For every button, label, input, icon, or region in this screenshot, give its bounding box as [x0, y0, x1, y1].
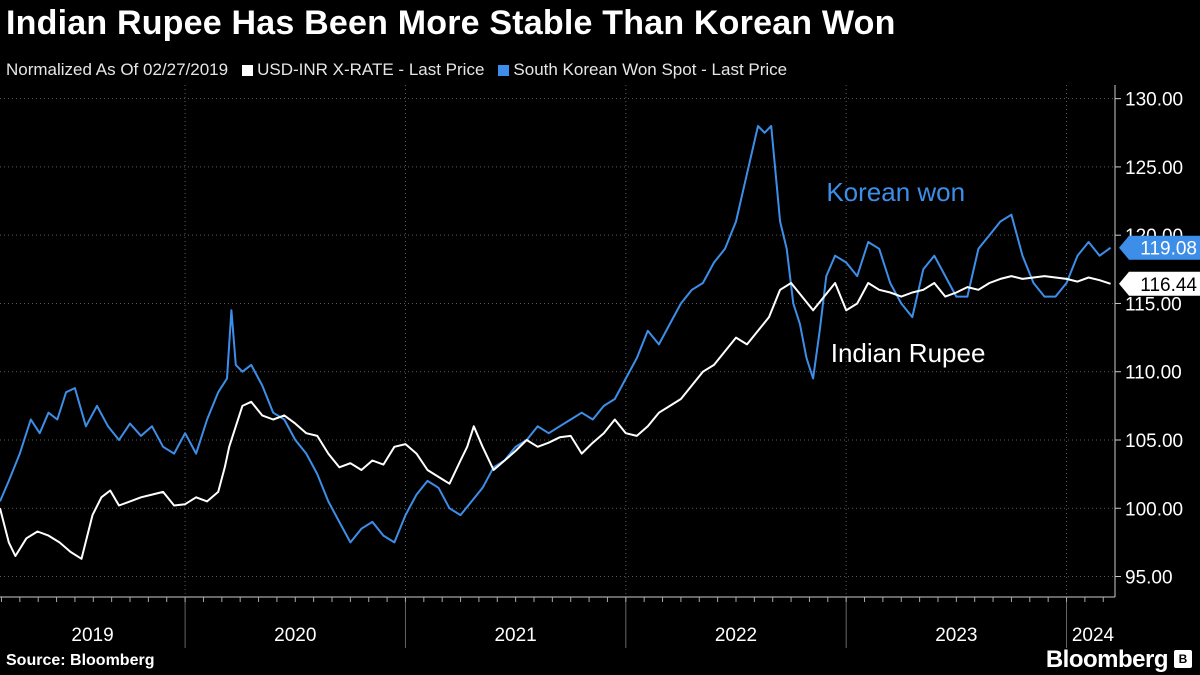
- last-value-tag-inr-label: 116.44: [1140, 275, 1197, 296]
- y-tick-label: 125.00: [1125, 158, 1183, 179]
- legend-label-inr: USD-INR X-RATE - Last Price: [257, 60, 485, 79]
- source-note: Source: Bloomberg: [6, 652, 155, 669]
- bloomberg-logo: Bloomberg: [1045, 646, 1169, 673]
- chart-title: Indian Rupee Has Been More Stable Than K…: [6, 4, 896, 42]
- x-tick-label-2020: 2020: [274, 625, 316, 646]
- legend: Normalized As Of 02/27/2019 USD-INR X-RA…: [6, 60, 801, 80]
- y-tick-label: 130.00: [1125, 90, 1183, 111]
- legend-swatch-krw: [498, 64, 510, 76]
- x-tick-label-2024: 2024: [1072, 625, 1115, 646]
- series-line-krw: [0, 125, 1112, 544]
- annotation-korean-won: Korean won: [826, 177, 965, 207]
- legend-normalized: Normalized As Of 02/27/2019: [6, 60, 229, 79]
- y-tick-label: 105.00: [1125, 431, 1183, 452]
- y-tick-label: 110.00: [1125, 363, 1182, 384]
- x-tick-label-2019: 2019: [71, 625, 113, 646]
- bloomberg-terminal-icon: B: [1174, 650, 1192, 668]
- legend-label-krw: South Korean Won Spot - Last Price: [513, 60, 788, 79]
- x-tick-label-2023: 2023: [935, 625, 977, 646]
- last-value-tag-inr-box: [1119, 271, 1200, 296]
- y-tick-label: 115.00: [1125, 294, 1182, 315]
- x-tick-label-2021: 2021: [494, 625, 536, 646]
- last-value-tag-krw-label: 119.08: [1140, 239, 1197, 260]
- legend-swatch-inr: [242, 64, 254, 76]
- series-line-inr: [0, 275, 1111, 560]
- x-tick-label-2022: 2022: [715, 625, 757, 646]
- legend-item-krw: South Korean Won Spot - Last Price: [498, 60, 787, 80]
- annotation-indian-rupee: Indian Rupee: [831, 338, 986, 368]
- legend-item-inr: USD-INR X-RATE - Last Price: [242, 60, 484, 80]
- y-tick-label: 100.00: [1125, 499, 1183, 520]
- y-tick-label: 95.00: [1125, 568, 1173, 589]
- last-value-tag-krw-box: [1119, 235, 1200, 260]
